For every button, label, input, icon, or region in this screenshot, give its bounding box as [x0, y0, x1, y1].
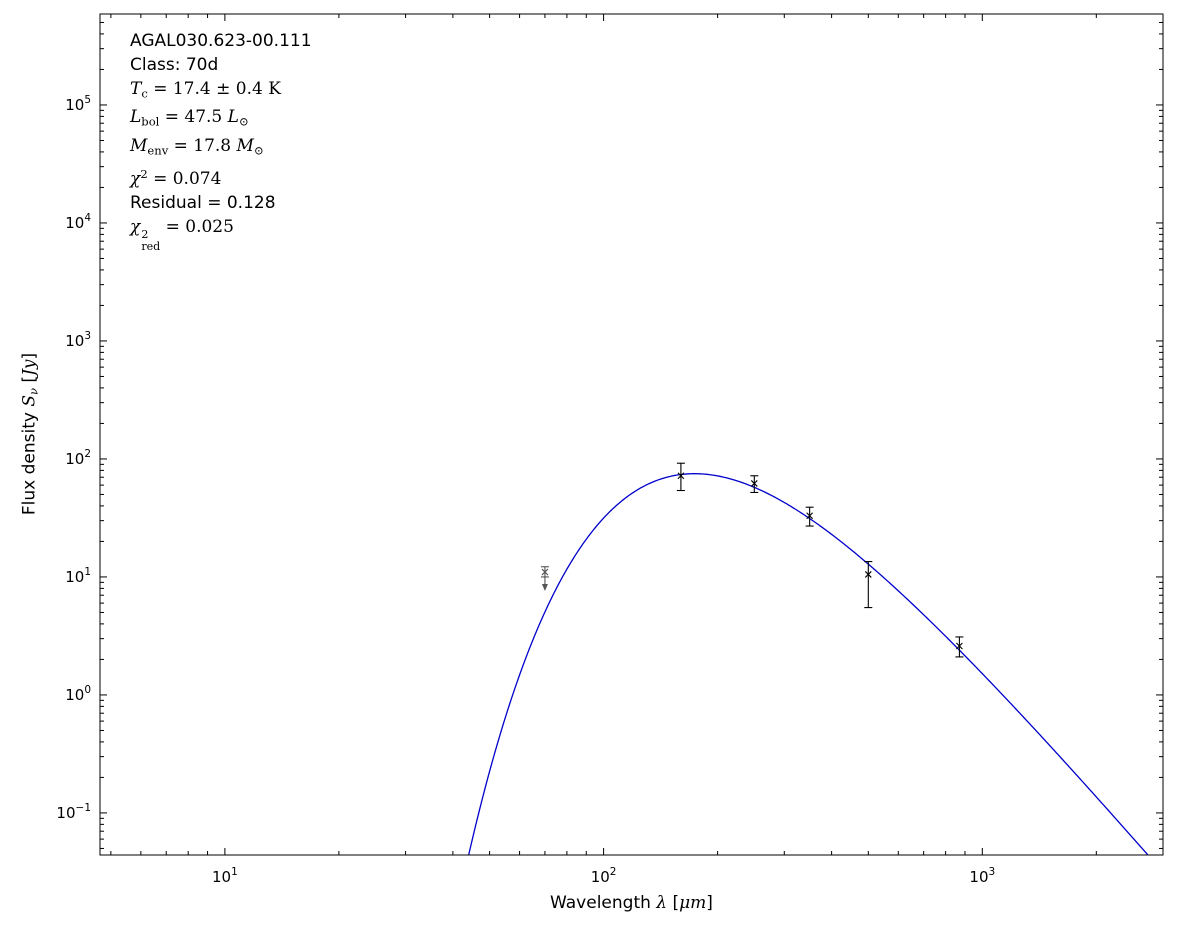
- x-tick-label: 103: [969, 866, 995, 886]
- text-segment: M: [236, 135, 254, 156]
- text-segment: Flux density: [19, 406, 40, 516]
- data-point: [750, 475, 759, 494]
- y-tick-label: 101: [65, 566, 91, 586]
- text-segment: 2: [140, 167, 148, 182]
- plot-frame: [99, 13, 1164, 856]
- text-segment: = 17.4 ± 0.4 K: [147, 79, 281, 99]
- text-segment: L: [227, 107, 239, 128]
- text-segment: ]: [19, 352, 40, 360]
- annotation-line: Tc = 17.4 ± 0.4 K: [130, 77, 312, 105]
- axis-ticks: [100, 14, 1163, 855]
- text-segment: M: [130, 135, 148, 156]
- data-point: [676, 462, 685, 492]
- text-segment: = 17.8: [168, 135, 237, 156]
- text-segment: bol: [141, 114, 160, 129]
- text-segment: [: [667, 893, 680, 913]
- text-segment: μm: [679, 893, 707, 913]
- annotation-line: χ 2 red = 0.025: [130, 215, 312, 252]
- text-segment: = 0.025: [160, 217, 234, 238]
- annotation-line: Lbol = 47.5 L⊙: [130, 105, 312, 133]
- sub-sup-stack: 2 red: [141, 228, 161, 253]
- y-tick-label: 102: [65, 448, 91, 468]
- text-segment: Jy: [19, 359, 40, 376]
- x-tick-label: 101: [212, 866, 238, 886]
- y-axis-label: Flux density Sν [Jy]: [19, 353, 40, 515]
- data-points: [540, 462, 964, 658]
- text-segment: = 0.074: [147, 169, 222, 190]
- x-tick-label: 102: [591, 866, 617, 886]
- text-segment: ⊙: [238, 114, 249, 129]
- tick-labels: 101 102 103 10−1 100 101 102 103 104 105: [56, 94, 995, 886]
- text-segment: T: [130, 79, 142, 99]
- text-segment: Class: 70d: [130, 55, 219, 75]
- annotation-line: Residual = 0.128: [130, 191, 312, 215]
- upper-limit-point: [540, 566, 549, 592]
- text-segment: Wavelength: [550, 893, 657, 913]
- data-point: [805, 506, 814, 527]
- text-segment: ⊙: [253, 143, 264, 158]
- fit-annotation-block: AGAL030.623-00.111 Class: 70d Tc = 17.4 ± …: [130, 29, 312, 252]
- text-segment: [: [19, 375, 40, 388]
- y-tick-label: 10−1: [56, 802, 91, 822]
- y-tick-label: 104: [65, 212, 91, 232]
- text-segment: λ: [656, 893, 668, 913]
- data-point: [955, 636, 964, 658]
- annotation-line: AGAL030.623-00.111: [130, 29, 312, 53]
- x-axis-label: Wavelength λ [μm]: [100, 893, 1163, 913]
- annotation-line: Menv = 17.8 M⊙: [130, 134, 312, 162]
- annotation-line: χ2 = 0.074: [130, 162, 312, 191]
- fit-curve: [468, 473, 1149, 855]
- text-segment: = 47.5: [159, 107, 228, 128]
- down-arrow-icon: [541, 584, 548, 592]
- text-segment: S: [19, 395, 40, 407]
- annotation-line: Class: 70d: [130, 53, 312, 77]
- text-segment: env: [147, 143, 169, 158]
- text-segment: ν: [26, 387, 41, 395]
- y-tick-label: 105: [65, 94, 91, 114]
- text-segment: AGAL030.623-00.111: [130, 31, 312, 51]
- text-segment: ]: [706, 893, 713, 913]
- y-tick-label: 103: [65, 330, 91, 350]
- text-segment: c: [141, 86, 148, 101]
- y-tick-label: 100: [65, 684, 91, 704]
- text-segment: L: [130, 107, 142, 128]
- text-segment: χ: [130, 217, 141, 238]
- data-point: [864, 561, 873, 609]
- text-segment: χ: [130, 169, 141, 190]
- text-segment: Residual = 0.128: [130, 193, 276, 214]
